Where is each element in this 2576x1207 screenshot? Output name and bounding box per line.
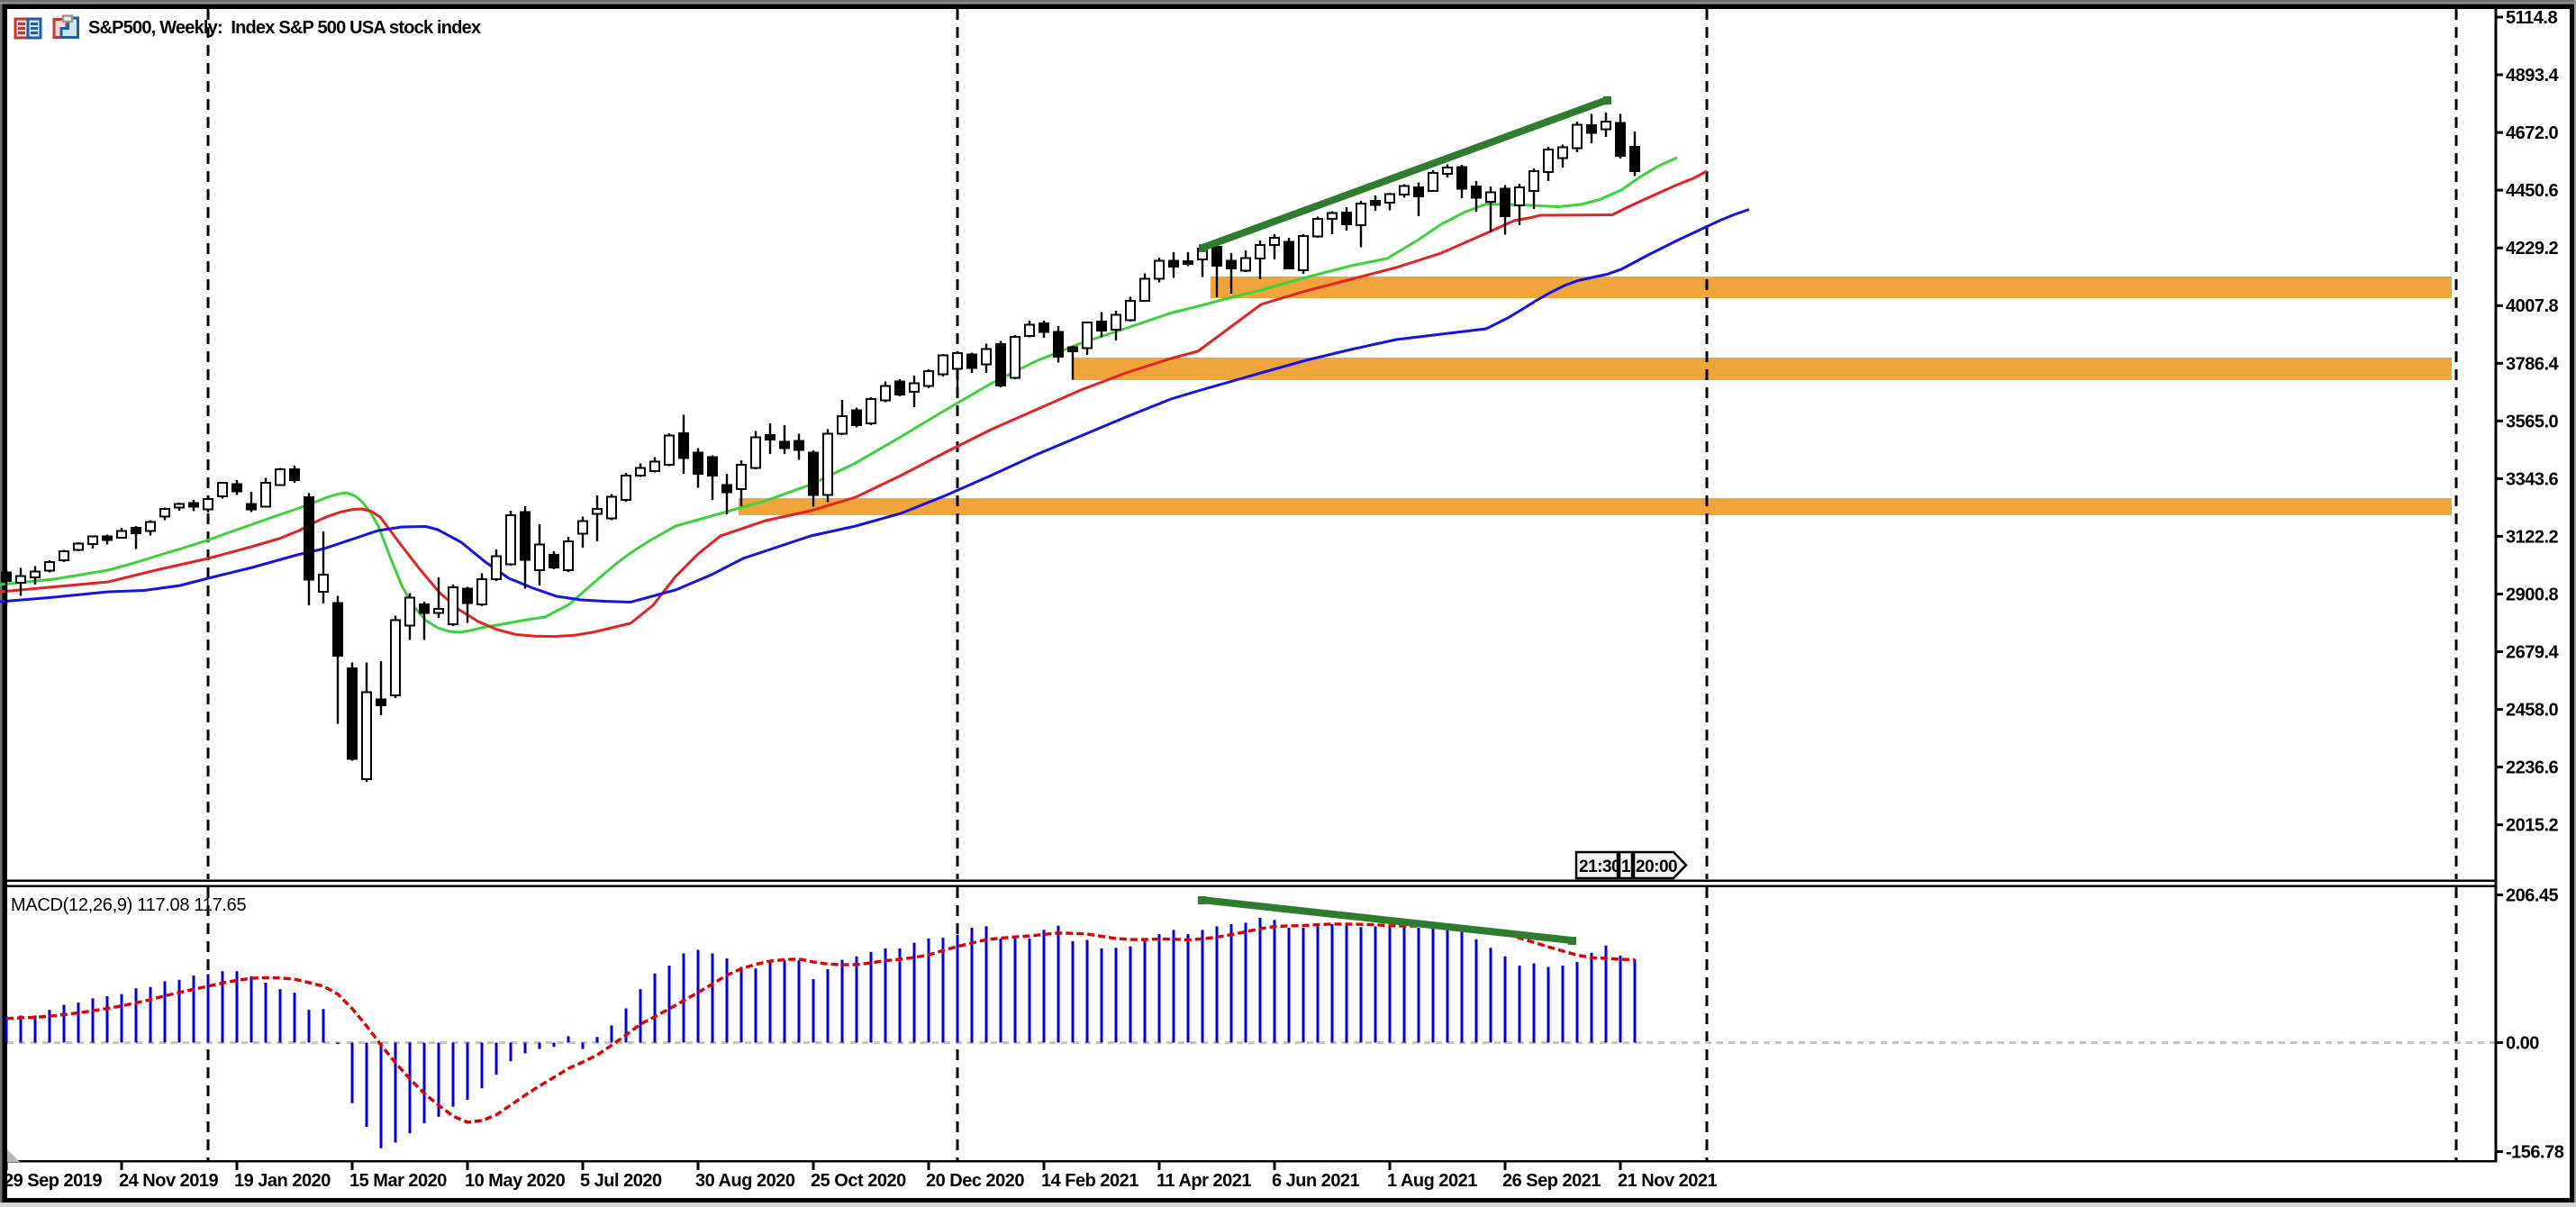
svg-text:2236.6: 2236.6 xyxy=(2506,758,2559,778)
svg-text:S&P500, Weekly: Index S&P 500: S&P500, Weekly: Index S&P 500 USA stock … xyxy=(88,18,481,38)
svg-text:20:00: 20:00 xyxy=(1636,858,1677,876)
svg-text:-156.78: -156.78 xyxy=(2506,1143,2564,1163)
svg-text:3343.6: 3343.6 xyxy=(2506,469,2559,489)
svg-text:0.00: 0.00 xyxy=(2506,1034,2539,1054)
svg-text:11 Apr 2021: 11 Apr 2021 xyxy=(1156,1171,1251,1191)
svg-text:206.45: 206.45 xyxy=(2506,886,2559,906)
svg-text:24 Nov 2019: 24 Nov 2019 xyxy=(119,1171,219,1191)
svg-text:2900.8: 2900.8 xyxy=(2506,585,2559,605)
svg-text:5114.8: 5114.8 xyxy=(2506,8,2557,28)
svg-text:29 Sep 2019: 29 Sep 2019 xyxy=(4,1171,102,1191)
svg-text:30 Aug 2020: 30 Aug 2020 xyxy=(695,1171,795,1191)
svg-text:19 Jan 2020: 19 Jan 2020 xyxy=(234,1171,331,1191)
svg-text:1: 1 xyxy=(1621,858,1631,876)
svg-text:26 Sep 2021: 26 Sep 2021 xyxy=(1502,1171,1601,1191)
svg-text:6 Jun 2021: 6 Jun 2021 xyxy=(1272,1171,1360,1191)
svg-text:4007.8: 4007.8 xyxy=(2506,296,2559,316)
svg-text:4893.4: 4893.4 xyxy=(2506,66,2560,86)
svg-text:5 Jul 2020: 5 Jul 2020 xyxy=(580,1171,662,1191)
svg-text:20 Dec 2020: 20 Dec 2020 xyxy=(926,1171,1024,1191)
svg-text:4672.0: 4672.0 xyxy=(2506,123,2559,143)
svg-text:10 May 2020: 10 May 2020 xyxy=(465,1171,566,1191)
svg-text:3565.0: 3565.0 xyxy=(2506,412,2559,431)
svg-text:2679.4: 2679.4 xyxy=(2506,643,2560,663)
svg-text:25 Oct 2020: 25 Oct 2020 xyxy=(811,1171,906,1191)
svg-text:MACD(12,26,9) 117.08 117.65: MACD(12,26,9) 117.08 117.65 xyxy=(11,895,247,915)
svg-text:4450.6: 4450.6 xyxy=(2506,181,2559,201)
svg-text:2015.2: 2015.2 xyxy=(2506,816,2559,836)
svg-text:4229.2: 4229.2 xyxy=(2506,239,2559,259)
svg-text:14 Feb 2021: 14 Feb 2021 xyxy=(1041,1171,1138,1191)
svg-text:21 Nov 2021: 21 Nov 2021 xyxy=(1618,1171,1718,1191)
svg-text:3786.4: 3786.4 xyxy=(2506,354,2560,374)
svg-text:21:30: 21:30 xyxy=(1579,858,1620,876)
svg-text:2458.0: 2458.0 xyxy=(2506,701,2559,721)
svg-text:3122.2: 3122.2 xyxy=(2506,527,2559,547)
svg-text:15 Mar 2020: 15 Mar 2020 xyxy=(349,1171,447,1191)
svg-text:1 Aug 2021: 1 Aug 2021 xyxy=(1387,1171,1477,1191)
